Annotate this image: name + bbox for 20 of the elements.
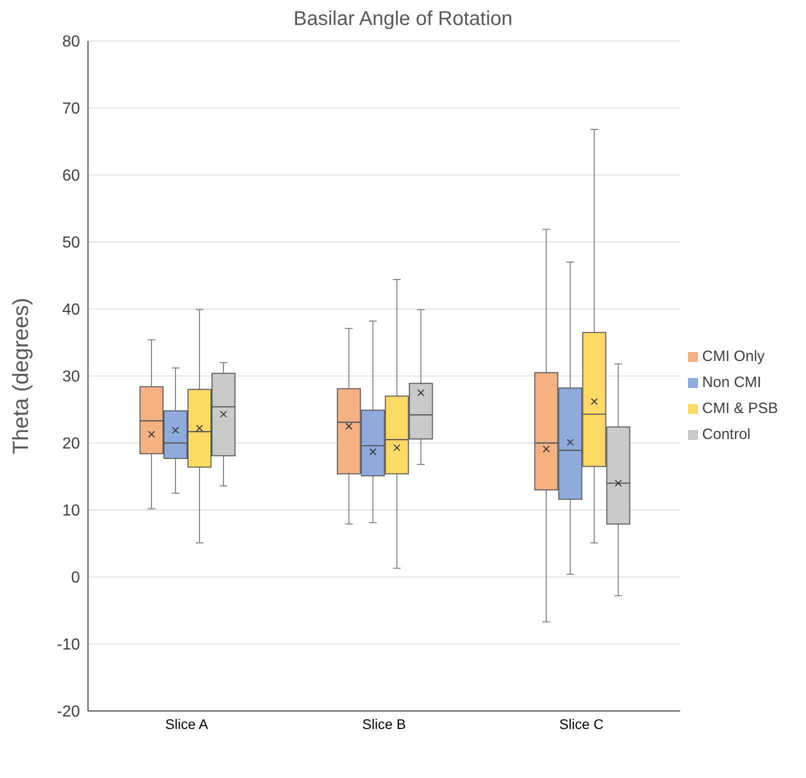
y-axis-title: Theta (degrees) [8,298,33,454]
x-tick-label: Slice B [362,716,406,732]
legend-label: CMI Only [702,348,765,365]
legend-label: Non CMI [702,374,762,391]
y-tick-label: 70 [62,100,80,118]
y-tick-label: 20 [62,436,80,453]
y-tick-label: 60 [62,168,80,185]
y-tick-label: 40 [62,302,80,319]
legend-label: CMI & PSB [702,400,778,417]
x-tick-label: Slice A [165,716,209,732]
y-tick-label: -20 [56,704,80,721]
legend-label: Control [702,426,750,443]
y-tick-label: -10 [56,636,80,654]
y-tick-label: 30 [62,368,80,386]
y-tick-label: 80 [62,34,80,51]
chart-title: Basilar Angle of Rotation [292,8,514,31]
y-tick-label: 50 [62,234,80,252]
y-tick-label: 0 [71,570,80,587]
y-tick-label: 10 [62,502,80,520]
x-tick-label: Slice C [559,716,604,732]
